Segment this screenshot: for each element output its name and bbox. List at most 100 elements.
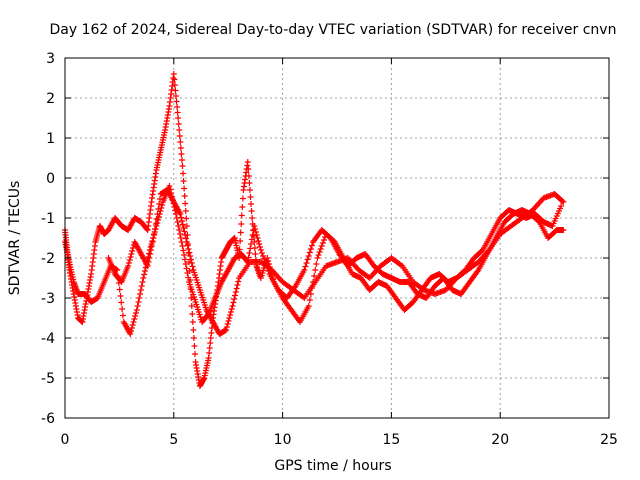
data-point (237, 229, 244, 236)
data-point (184, 270, 191, 276)
x-tick-label: 20 (491, 432, 509, 448)
data-point (190, 327, 197, 333)
data-point (159, 202, 166, 208)
data-point (127, 254, 134, 260)
data-point (186, 249, 193, 256)
data-point (178, 239, 185, 245)
data-point (152, 226, 159, 232)
data-point (145, 259, 152, 265)
data-point (187, 256, 194, 263)
data-point (155, 217, 162, 223)
data-point (264, 255, 271, 261)
data-point (177, 231, 184, 237)
data-point (248, 208, 255, 214)
data-point (179, 221, 186, 228)
data-point (183, 223, 190, 229)
data-point (239, 195, 246, 202)
y-tick-label: 3 (46, 51, 55, 67)
data-point (244, 159, 251, 165)
data-point (175, 223, 182, 229)
data-point (181, 185, 188, 192)
data-point (313, 261, 320, 267)
data-point (182, 208, 189, 214)
data-layer (62, 71, 567, 389)
y-tick-label: 0 (46, 171, 55, 187)
data-point (156, 201, 163, 207)
data-point (189, 263, 196, 270)
data-point (132, 313, 139, 319)
data-point (132, 310, 139, 316)
data-point (119, 306, 126, 312)
data-point (224, 321, 231, 327)
data-point (246, 250, 253, 256)
data-point (306, 249, 313, 256)
data-point (236, 246, 243, 253)
data-point (182, 232, 189, 238)
data-point (152, 221, 159, 227)
data-point (300, 294, 306, 300)
data-point (181, 256, 188, 263)
data-point (150, 235, 157, 241)
data-point (177, 235, 184, 241)
data-point (304, 256, 311, 263)
data-point (135, 299, 142, 305)
data-point (173, 98, 180, 105)
data-point (311, 273, 318, 279)
data-point (177, 211, 184, 217)
data-point (228, 306, 235, 312)
data-point (158, 205, 165, 211)
data-point (316, 249, 323, 255)
data-point (245, 173, 252, 179)
data-point (134, 303, 141, 309)
data-point (227, 312, 234, 318)
data-point (306, 297, 313, 303)
data-point (307, 246, 314, 252)
y-tick-label: -2 (41, 251, 55, 267)
data-point (183, 265, 190, 272)
data-point (148, 243, 155, 249)
data-point (258, 250, 265, 256)
data-point (303, 260, 310, 266)
data-point (255, 238, 262, 244)
data-point (171, 76, 178, 83)
series-track-c (105, 187, 567, 337)
data-point (131, 316, 138, 322)
data-point (181, 228, 188, 235)
data-point (128, 328, 135, 334)
data-point (177, 145, 184, 151)
data-point (232, 289, 239, 295)
data-point (250, 233, 257, 239)
data-point (181, 252, 188, 258)
data-point (302, 263, 309, 270)
data-point (252, 226, 259, 232)
data-point (305, 303, 312, 309)
data-point (265, 258, 272, 264)
data-point (185, 246, 192, 252)
data-point (176, 227, 183, 233)
data-point (254, 235, 261, 241)
data-point (181, 193, 188, 199)
data-point (226, 315, 233, 321)
data-point (172, 87, 179, 94)
data-point (225, 318, 232, 324)
data-point (559, 198, 566, 204)
data-point (127, 331, 134, 337)
data-point (257, 244, 264, 250)
data-point (184, 242, 191, 249)
data-point (235, 278, 242, 285)
y-tick-label: 1 (46, 131, 55, 147)
data-point (149, 239, 156, 245)
data-point (126, 257, 133, 263)
data-point (230, 299, 237, 306)
data-point (180, 247, 187, 254)
data-point (179, 243, 186, 249)
data-point (233, 285, 240, 292)
data-point (315, 252, 322, 258)
data-point (560, 199, 567, 205)
data-point (154, 211, 161, 217)
data-point (177, 139, 184, 145)
plot-frame (64, 57, 610, 419)
data-point (190, 335, 197, 341)
data-point (156, 196, 163, 202)
